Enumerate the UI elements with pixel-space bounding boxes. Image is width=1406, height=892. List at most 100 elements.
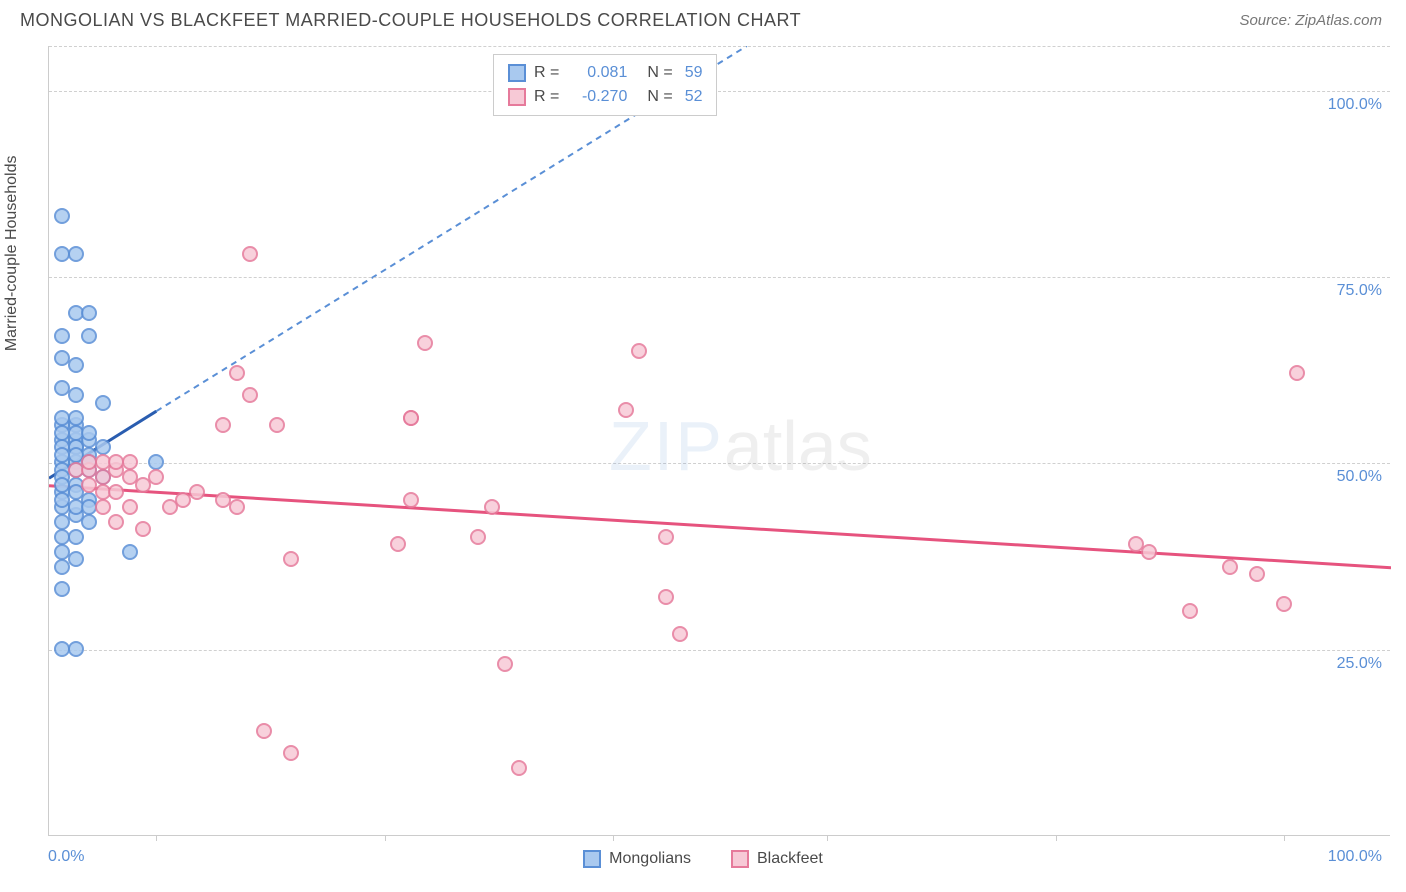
data-point [283,551,299,567]
legend-n-value: 52 [685,88,703,106]
data-point [81,454,97,470]
data-point [403,410,419,426]
data-point [68,529,84,545]
x-tick [613,835,614,841]
data-point [618,402,634,418]
data-point [54,477,70,493]
gridline-h [49,46,1390,47]
x-tick [827,835,828,841]
data-point [122,544,138,560]
watermark-zip: ZIP [609,407,724,485]
trend-lines-layer [49,46,1391,836]
x-tick [156,835,157,841]
data-point [1222,559,1238,575]
legend-r-label: R = [534,64,559,82]
data-point [242,387,258,403]
y-tick-label: 25.0% [1337,655,1382,673]
legend-row: R = 0.081 N = 59 [508,61,702,85]
gridline-h [49,277,1390,278]
legend-item: Blackfeet [731,850,823,868]
legend-n-label: N = [647,64,672,82]
data-point [54,208,70,224]
data-point [54,514,70,530]
data-point [229,499,245,515]
data-point [1276,596,1292,612]
legend-r-value: 0.081 [571,64,627,82]
data-point [95,439,111,455]
data-point [1141,544,1157,560]
legend-swatch [508,64,526,82]
legend-label: Mongolians [609,850,691,868]
data-point [68,246,84,262]
x-tick [1056,835,1057,841]
series-legend: Mongolians Blackfeet [0,850,1406,873]
watermark: ZIPatlas [609,406,872,486]
data-point [108,484,124,500]
data-point [511,760,527,776]
data-point [135,521,151,537]
source-attribution: Source: ZipAtlas.com [1239,12,1382,29]
data-point [470,529,486,545]
data-point [215,417,231,433]
data-point [81,514,97,530]
data-point [54,581,70,597]
data-point [484,499,500,515]
legend-swatch [731,850,749,868]
data-point [189,484,205,500]
data-point [54,559,70,575]
data-point [417,335,433,351]
header: MONGOLIAN VS BLACKFEET MARRIED-COUPLE HO… [0,0,1406,39]
legend-swatch [583,850,601,868]
data-point [81,425,97,441]
data-point [242,246,258,262]
y-axis-title: Married-couple Households [3,156,21,352]
legend-swatch [508,88,526,106]
data-point [283,745,299,761]
data-point [229,365,245,381]
data-point [148,469,164,485]
gridline-h [49,463,1390,464]
legend-n-value: 59 [685,64,703,82]
data-point [256,723,272,739]
data-point [122,454,138,470]
chart-title: MONGOLIAN VS BLACKFEET MARRIED-COUPLE HO… [20,10,801,31]
data-point [1289,365,1305,381]
data-point [269,417,285,433]
data-point [122,499,138,515]
watermark-atlas: atlas [724,407,872,485]
data-point [54,328,70,344]
y-tick-label: 75.0% [1337,282,1382,300]
y-tick-label: 50.0% [1337,468,1382,486]
data-point [68,410,84,426]
x-tick [1284,835,1285,841]
data-point [1182,603,1198,619]
data-point [403,492,419,508]
data-point [95,395,111,411]
data-point [95,499,111,515]
data-point [81,305,97,321]
gridline-h [49,650,1390,651]
x-tick [385,835,386,841]
correlation-legend: R = 0.081 N = 59 R = -0.270 N = 52 [493,54,717,116]
legend-r-value: -0.270 [571,88,627,106]
y-tick-label: 100.0% [1328,96,1382,114]
gridline-h [49,91,1390,92]
data-point [1249,566,1265,582]
data-point [148,454,164,470]
data-point [68,387,84,403]
data-point [95,469,111,485]
legend-n-label: N = [647,88,672,106]
data-point [68,357,84,373]
legend-row: R = -0.270 N = 52 [508,85,702,109]
data-point [390,536,406,552]
legend-item: Mongolians [583,850,691,868]
data-point [672,626,688,642]
legend-r-label: R = [534,88,559,106]
legend-label: Blackfeet [757,850,823,868]
data-point [658,529,674,545]
data-point [108,514,124,530]
data-point [54,641,70,657]
data-point [81,328,97,344]
data-point [631,343,647,359]
data-point [497,656,513,672]
